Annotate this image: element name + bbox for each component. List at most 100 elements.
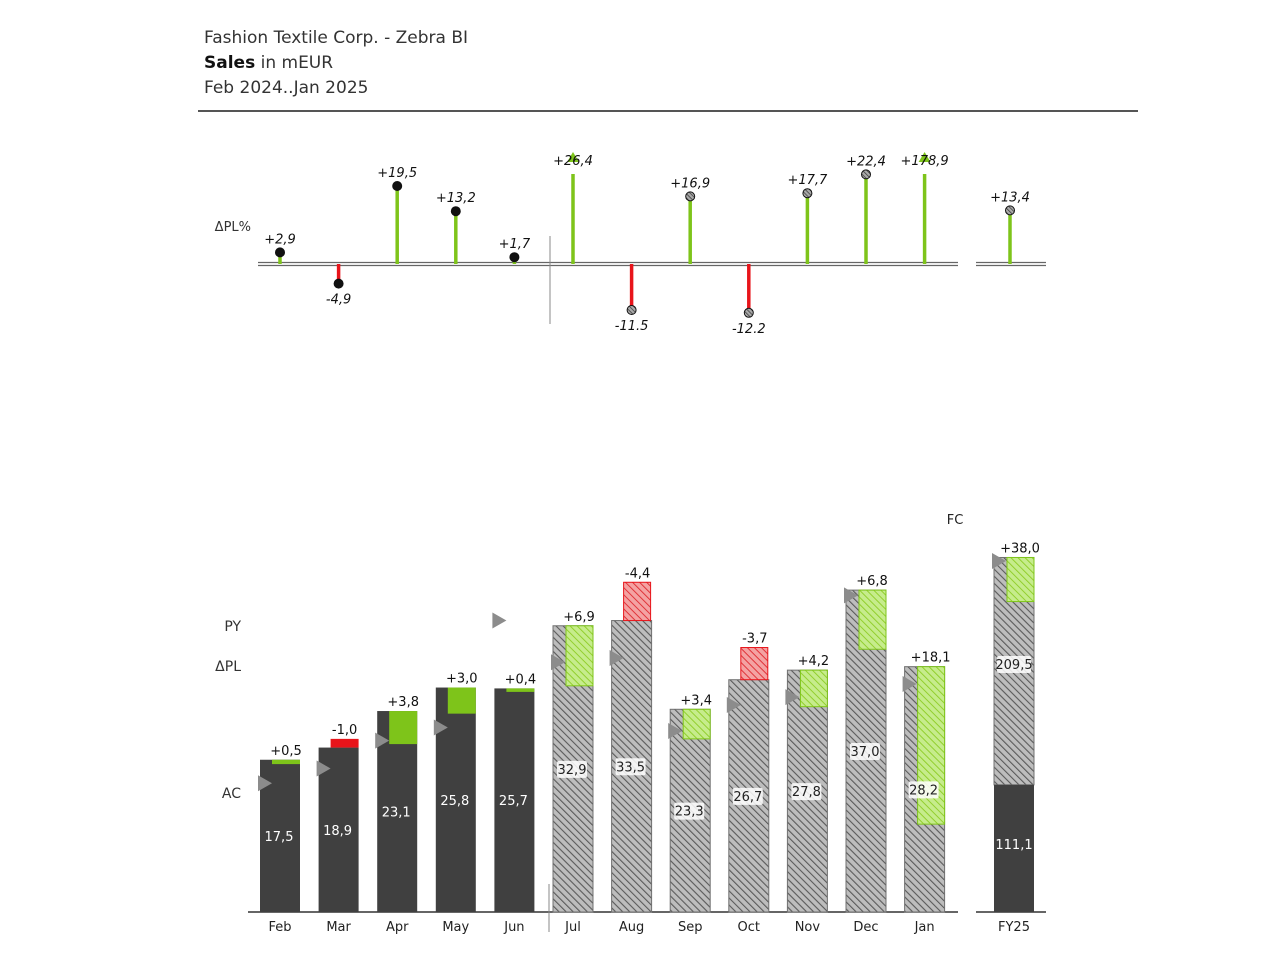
pin-label-sep: +16,9 (670, 176, 710, 191)
bar-total-actual (994, 784, 1034, 912)
x-tick-label-nov: Nov (795, 920, 821, 935)
pin-label-jul: +26,4 (553, 154, 593, 169)
variance-bar-sep (682, 708, 711, 740)
variance-label-mar: -1,0 (332, 723, 357, 738)
variance-label-total: +38,0 (1000, 541, 1040, 556)
value-label-may: 25,8 (440, 794, 469, 809)
measure-unit: in mEUR (255, 53, 334, 73)
value-label-bg-aug (615, 758, 646, 776)
pin-label-feb: +2,9 (264, 232, 296, 247)
pin-overflow-arrow-jul (567, 152, 579, 162)
pin-label-total: +13,4 (990, 190, 1030, 205)
value-label-mar: 18,9 (323, 824, 352, 839)
pin-label-jan: +178,9 (901, 154, 949, 169)
x-tick-label-aug: Aug (619, 920, 644, 935)
py-marker-feb (258, 775, 272, 792)
variance-bar-jan (917, 666, 946, 825)
py-marker-total (992, 553, 1006, 569)
x-tick-label-oct: Oct (738, 920, 760, 935)
value-label-jun: 25,7 (499, 794, 528, 809)
value-label-jul: 32,9 (558, 763, 587, 778)
variance-label-sep: +3,4 (680, 693, 712, 708)
value-label-bg-dec (850, 743, 880, 761)
value-label-bg-sep (674, 802, 705, 820)
value-label-aug: 33,5 (616, 760, 645, 775)
row-label-ac: AC (222, 786, 241, 802)
py-marker-oct (726, 696, 741, 713)
py-marker-jun (492, 612, 507, 629)
period-title: Feb 2024..Jan 2025 (204, 78, 369, 98)
bar-apr (377, 711, 418, 912)
pin-head-total (1005, 205, 1015, 216)
bar-mar (318, 747, 359, 912)
variance-bar-aug (623, 581, 652, 622)
value-label-nov: 27,8 (792, 785, 821, 800)
bar-jun (494, 688, 535, 912)
variance-label-feb: +0,5 (270, 744, 302, 759)
pin-label-aug: -11.5 (615, 319, 649, 334)
variance-label-aug: -4,4 (625, 566, 650, 581)
row-label-delta-pl-pct: ΔPL% (215, 220, 251, 235)
x-tick-label-sep: Sep (678, 920, 703, 935)
value-label-bg-nov (791, 783, 822, 801)
relative-variance-pin-chart: ΔPL% +2,9 -4,9 +19,5 +13,2 +1,7 +26,4 -11.5 +16,… (215, 152, 1046, 337)
variance-bar-apr (389, 711, 418, 745)
pin-label-apr: +19,5 (377, 166, 417, 181)
value-label-bg-total-forecast (997, 656, 1031, 673)
py-marker-sep (668, 723, 683, 740)
x-tick-label-jun: Jun (503, 920, 524, 935)
x-tick-label-total: FY25 (998, 920, 1030, 935)
variance-label-nov: +4,2 (798, 654, 830, 669)
x-tick-label-apr: Apr (386, 920, 409, 935)
pin-head-apr (392, 181, 403, 191)
value-label-oct: 26,7 (733, 790, 762, 805)
x-tick-label-feb: Feb (268, 920, 291, 935)
x-tick-label-jul: Jul (564, 920, 581, 935)
variance-bar-nov (799, 669, 828, 708)
pin-label-may: +13,2 (436, 191, 476, 206)
variance-bar-oct (740, 647, 769, 681)
value-label-bg-oct (732, 787, 763, 805)
value-label-bg-jan (908, 781, 939, 799)
x-tick-label-may: May (442, 920, 469, 935)
pin-head-aug (626, 305, 637, 315)
chart-header: Fashion Textile Corp. - Zebra BI Sales i… (204, 26, 468, 101)
value-label-sep: 23,3 (675, 805, 704, 820)
py-marker-may (433, 719, 448, 736)
variance-label-jul: +6,9 (563, 610, 595, 625)
value-label-feb: 17,5 (265, 830, 294, 845)
variance-label-jun: +0,4 (505, 672, 537, 687)
pin-head-may (450, 206, 461, 217)
py-marker-jul (551, 654, 565, 671)
py-marker-apr (375, 732, 390, 749)
pin-head-oct (743, 307, 754, 318)
pin-label-nov: +17,7 (787, 173, 828, 188)
py-marker-aug (609, 649, 624, 666)
value-label-total-actual: 111,1 (995, 838, 1032, 853)
value-label-apr: 23,1 (382, 806, 411, 821)
variance-bar-mar (330, 738, 359, 748)
row-label-delta-pl: ΔPL (215, 659, 241, 675)
pin-label-oct: -12.2 (732, 322, 766, 337)
value-label-jan: 28,2 (909, 783, 938, 798)
variance-bar-jun (506, 688, 535, 692)
value-label-total-forecast: 209,5 (995, 658, 1032, 673)
pin-label-jun: +1,7 (499, 237, 531, 252)
py-marker-nov (785, 689, 800, 706)
variance-label-oct: -3,7 (742, 632, 767, 647)
variance-column-chart: PY ΔPL AC +0,5 17,5 Feb -1,0 18,9 Mar +3,8 23,1 Apr… (215, 513, 1046, 935)
variance-bar-feb (272, 759, 300, 765)
py-marker-jan (902, 676, 917, 693)
pin-head-sep (685, 191, 696, 202)
variance-bar-may (447, 687, 476, 714)
variance-bar-total (1006, 556, 1035, 603)
value-label-dec: 37,0 (851, 745, 880, 760)
py-marker-dec (844, 587, 858, 604)
x-tick-label-jan: Jan (914, 920, 935, 935)
pin-head-dec (861, 169, 871, 180)
pin-head-mar (333, 278, 344, 289)
header-divider (198, 110, 1138, 112)
measure-title: Sales in mEUR (204, 51, 468, 76)
variance-bar-dec (858, 589, 887, 650)
